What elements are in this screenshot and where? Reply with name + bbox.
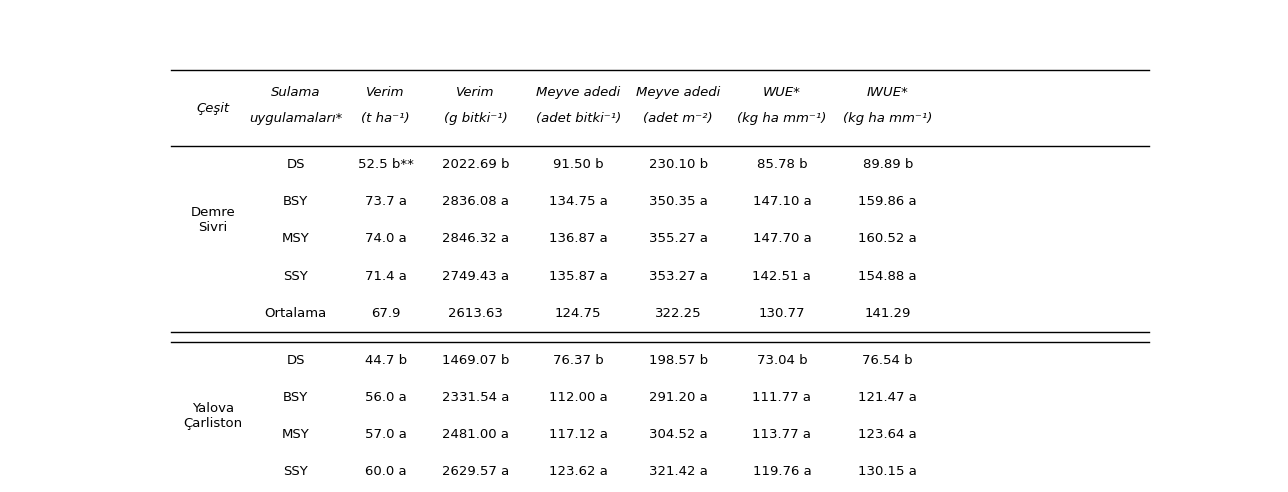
Text: SSY: SSY [283,270,308,282]
Text: MSY: MSY [282,429,309,441]
Text: 291.20 a: 291.20 a [649,391,707,404]
Text: 198.57 b: 198.57 b [648,354,707,367]
Text: 2749.43 a: 2749.43 a [442,270,509,282]
Text: (kg ha mm⁻¹): (kg ha mm⁻¹) [737,112,827,125]
Text: 73.04 b: 73.04 b [756,354,808,367]
Text: 44.7 b: 44.7 b [365,354,407,367]
Text: (adet bitki⁻¹): (adet bitki⁻¹) [536,112,621,125]
Text: 160.52 a: 160.52 a [858,233,917,246]
Text: 2481.00 a: 2481.00 a [442,429,509,441]
Text: 1469.07 b: 1469.07 b [442,354,509,367]
Text: Verim: Verim [456,86,495,98]
Text: 147.10 a: 147.10 a [752,195,811,209]
Text: 76.37 b: 76.37 b [553,354,604,367]
Text: (adet m⁻²): (adet m⁻²) [643,112,712,125]
Text: IWUE*: IWUE* [867,86,908,98]
Text: DS: DS [286,354,305,367]
Text: 117.12 a: 117.12 a [549,429,608,441]
Text: 321.42 a: 321.42 a [649,465,707,479]
Text: 67.9: 67.9 [371,307,401,320]
Text: 73.7 a: 73.7 a [365,195,407,209]
Text: 52.5 b**: 52.5 b** [358,158,413,171]
Text: 355.27 a: 355.27 a [649,233,707,246]
Text: 130.15 a: 130.15 a [858,465,917,479]
Text: 111.77 a: 111.77 a [752,391,811,404]
Text: 2022.69 b: 2022.69 b [442,158,509,171]
Text: MSY: MSY [282,233,309,246]
Text: SSY: SSY [283,465,308,479]
Text: WUE*: WUE* [762,86,801,98]
Text: Ortalama: Ortalama [264,307,327,320]
Text: 142.51 a: 142.51 a [752,270,811,282]
Text: 350.35 a: 350.35 a [649,195,707,209]
Text: 60.0 a: 60.0 a [365,465,407,479]
Text: Meyve adedi: Meyve adedi [536,86,621,98]
Text: 322.25: 322.25 [654,307,702,320]
Text: Yalova
Çarliston: Yalova Çarliston [183,402,242,430]
Text: 56.0 a: 56.0 a [365,391,407,404]
Text: 2331.54 a: 2331.54 a [442,391,509,404]
Text: 230.10 b: 230.10 b [648,158,707,171]
Text: 123.64 a: 123.64 a [858,429,917,441]
Text: 124.75: 124.75 [555,307,601,320]
Text: 147.70 a: 147.70 a [752,233,811,246]
Text: 2629.57 a: 2629.57 a [442,465,509,479]
Text: Meyve adedi: Meyve adedi [636,86,720,98]
Text: 154.88 a: 154.88 a [858,270,917,282]
Text: 57.0 a: 57.0 a [365,429,407,441]
Text: 74.0 a: 74.0 a [365,233,407,246]
Text: Sulama: Sulama [270,86,321,98]
Text: 353.27 a: 353.27 a [649,270,707,282]
Text: 76.54 b: 76.54 b [863,354,913,367]
Text: 141.29: 141.29 [864,307,911,320]
Text: Çeşit: Çeşit [196,102,229,115]
Text: 121.47 a: 121.47 a [858,391,917,404]
Text: 71.4 a: 71.4 a [365,270,407,282]
Text: (g bitki⁻¹): (g bitki⁻¹) [443,112,507,125]
Text: 136.87 a: 136.87 a [549,233,608,246]
Text: 304.52 a: 304.52 a [649,429,707,441]
Text: 89.89 b: 89.89 b [863,158,913,171]
Text: DS: DS [286,158,305,171]
Text: BSY: BSY [283,195,308,209]
Text: 135.87 a: 135.87 a [549,270,608,282]
Text: Verim: Verim [366,86,404,98]
Text: (kg ha mm⁻¹): (kg ha mm⁻¹) [844,112,933,125]
Text: Demre
Sivri: Demre Sivri [191,207,236,234]
Text: BSY: BSY [283,391,308,404]
Text: 85.78 b: 85.78 b [756,158,808,171]
Text: 2613.63: 2613.63 [448,307,502,320]
Text: (t ha⁻¹): (t ha⁻¹) [361,112,410,125]
Text: 130.77: 130.77 [759,307,805,320]
Text: 2836.08 a: 2836.08 a [442,195,509,209]
Text: 113.77 a: 113.77 a [752,429,811,441]
Text: 159.86 a: 159.86 a [858,195,917,209]
Text: 134.75 a: 134.75 a [549,195,608,209]
Text: 2846.32 a: 2846.32 a [442,233,509,246]
Text: 91.50 b: 91.50 b [553,158,604,171]
Text: 112.00 a: 112.00 a [549,391,608,404]
Text: 123.62 a: 123.62 a [549,465,608,479]
Text: uygulamaları*: uygulamaları* [249,112,343,125]
Text: 119.76 a: 119.76 a [752,465,811,479]
